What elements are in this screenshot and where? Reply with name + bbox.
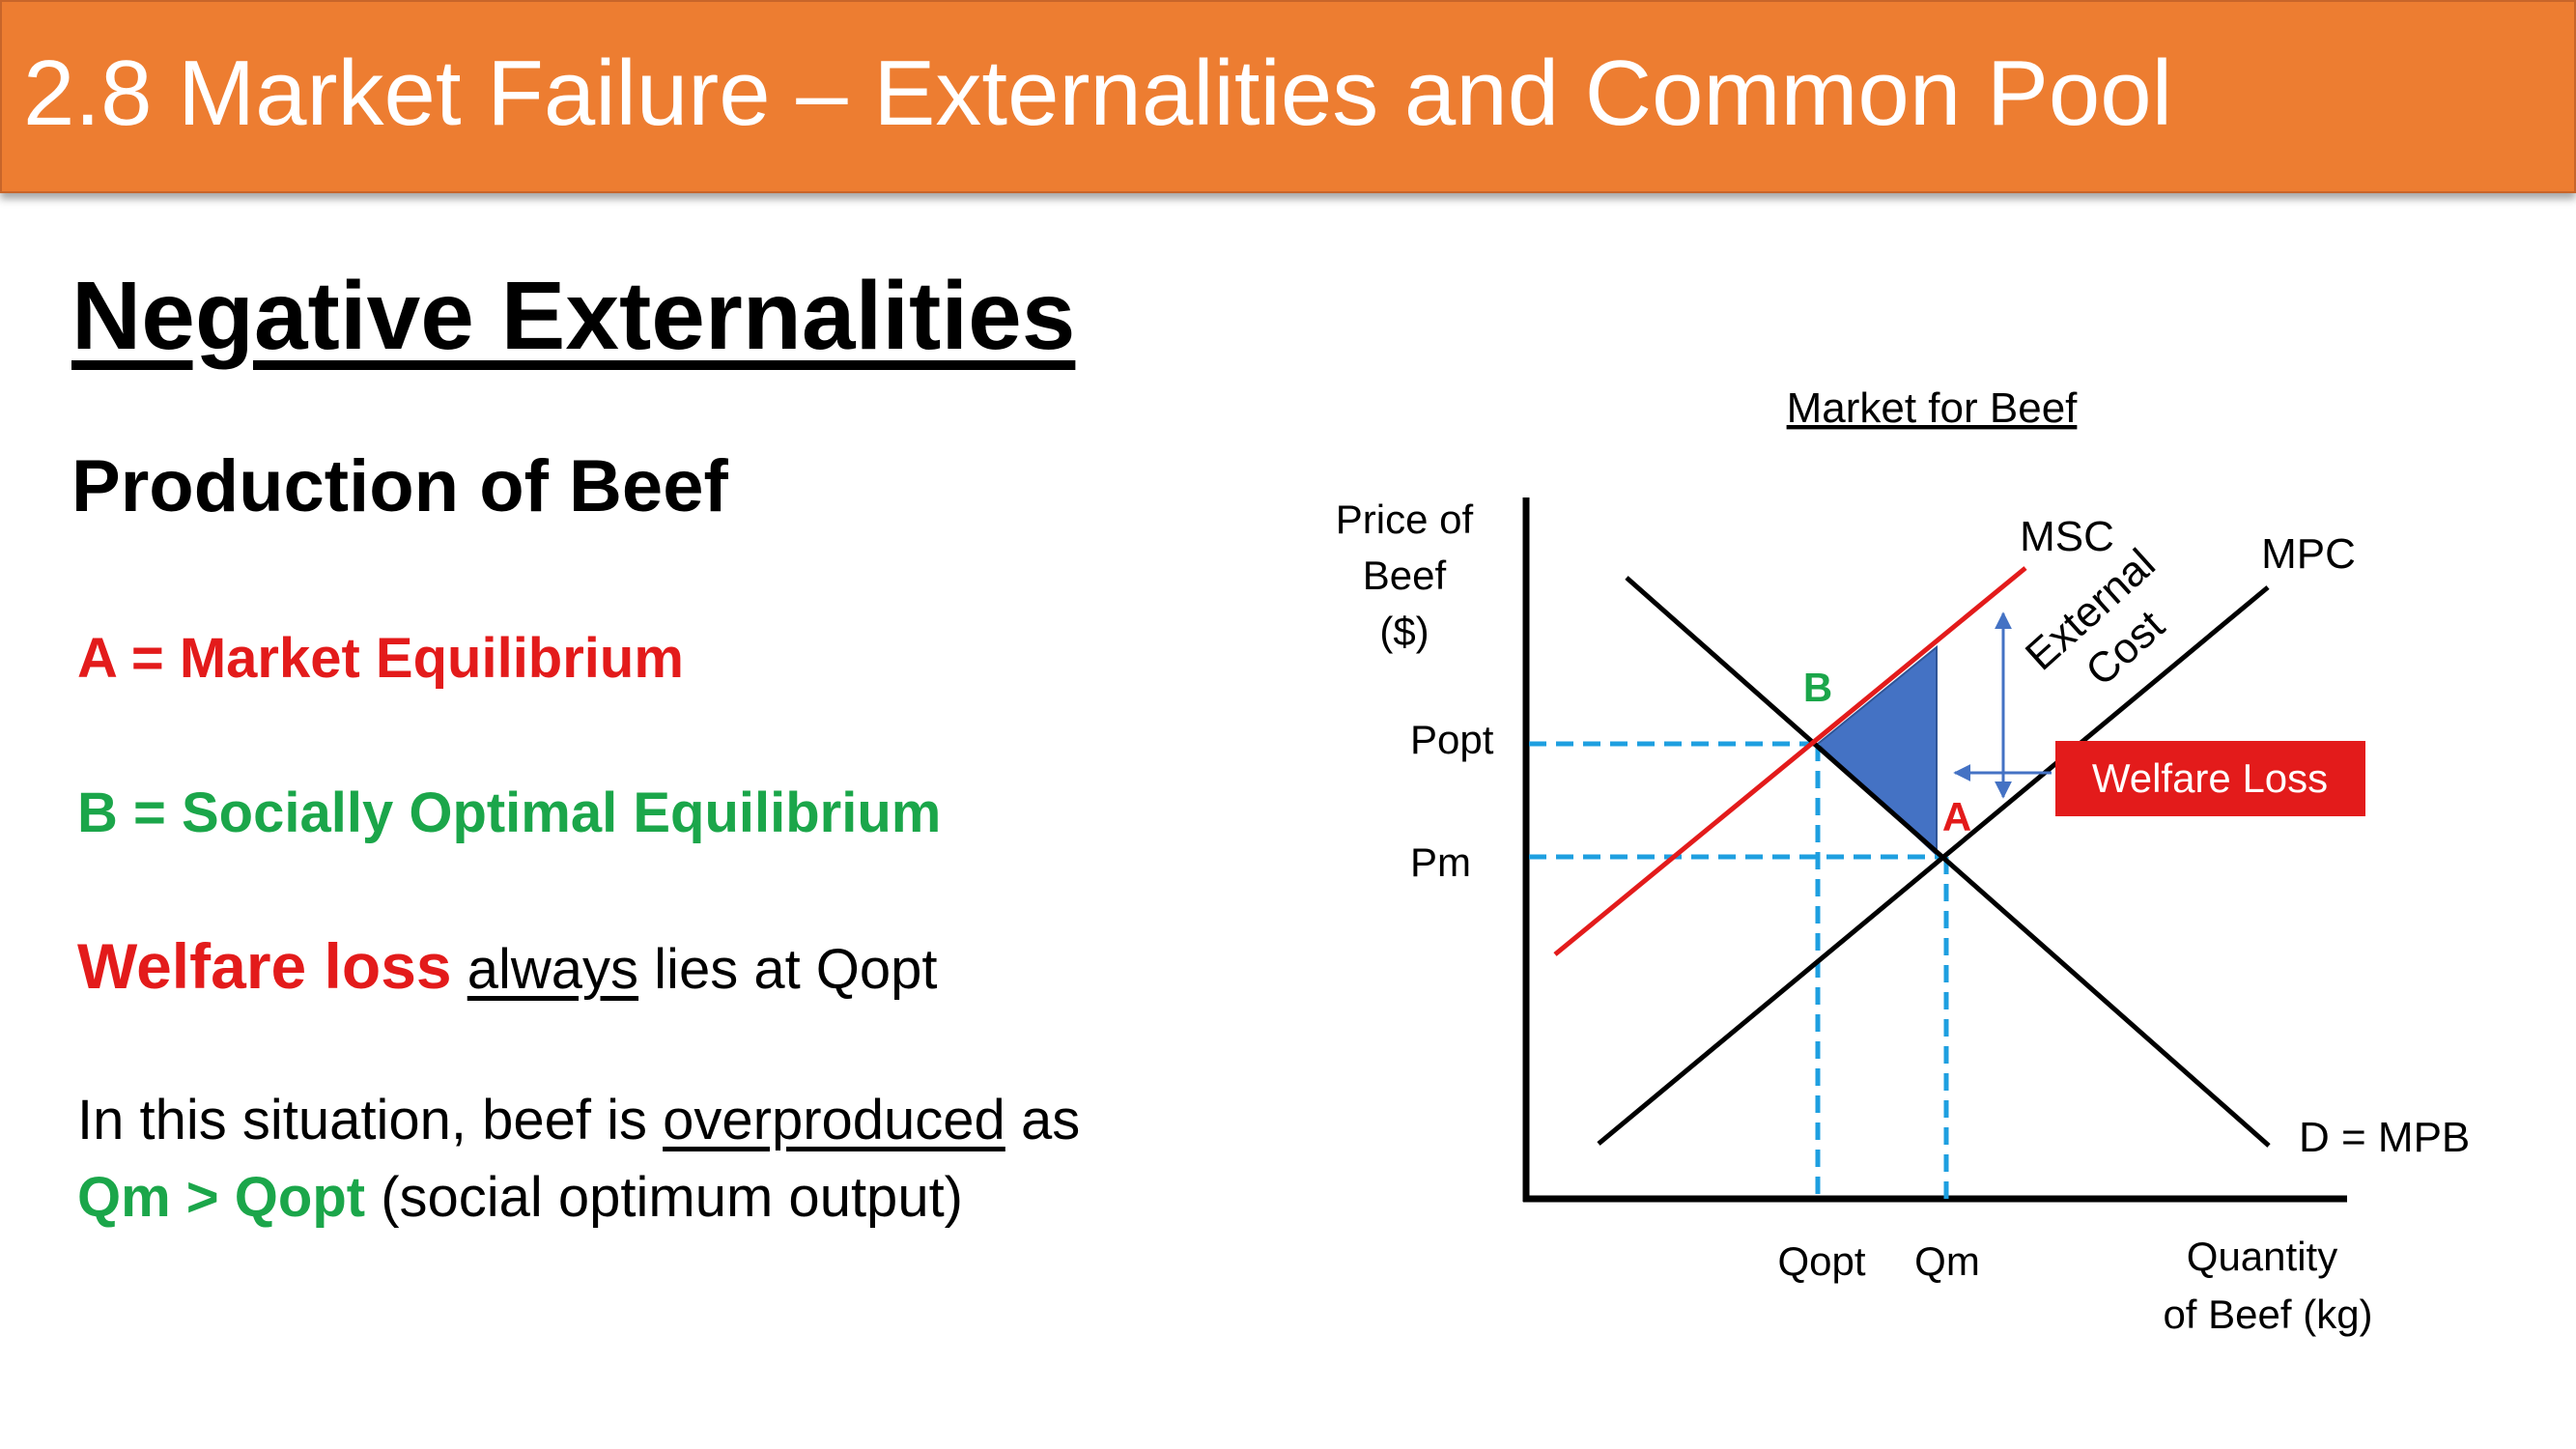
point-a-label: A: [1942, 794, 1971, 839]
explanation-line-2: Qm > Qopt (social optimum output): [77, 1165, 963, 1230]
msc-label: MSC: [2020, 513, 2114, 560]
y-axis-label-line-3: ($): [1379, 609, 1429, 654]
msc-curve: [1553, 566, 2027, 956]
section-heading: Negative Externalities: [71, 262, 1076, 370]
explanation-rest: (social optimum output): [381, 1166, 964, 1229]
welfare-loss-rest: lies at Qopt: [654, 938, 938, 1001]
always-word: always: [467, 938, 639, 1001]
slide-title: 2.8 Market Failure – Externalities and C…: [23, 42, 2173, 145]
explanation-start: In this situation, beef is: [77, 1089, 647, 1151]
welfare-loss-box: [2055, 741, 2365, 816]
overproduced-word: overproduced: [663, 1089, 1005, 1151]
legend-market-equilibrium: A = Market Equilibrium: [77, 627, 684, 690]
demand-curve: [1625, 576, 2271, 1148]
y-axis-label-line-2: Beef: [1363, 553, 1447, 598]
diagram-title: Market for Beef: [1787, 384, 2079, 432]
welfare-loss-statement: Welfare loss always lies at Qopt: [77, 929, 938, 1003]
mpc-curve: [1597, 585, 2270, 1146]
welfare-loss-box-label: Welfare Loss: [2092, 755, 2328, 801]
welfare-loss-area: [1816, 644, 1938, 858]
explanation-line-1: In this situation, beef is overproduced …: [77, 1088, 1080, 1152]
x-axis-label-line-2: of Beef (kg): [2163, 1292, 2372, 1337]
demand-label: D = MPB: [2299, 1114, 2470, 1161]
y-axis-label-line-1: Price of: [1336, 497, 1474, 542]
mpc-label: MPC: [2261, 530, 2356, 578]
title-bar: 2.8 Market Failure – Externalities and C…: [0, 0, 2576, 193]
pm-tick-label: Pm: [1410, 839, 1471, 885]
welfare-loss-phrase: Welfare loss: [77, 930, 452, 1002]
popt-tick-label: Popt: [1410, 717, 1494, 762]
point-b-label: B: [1803, 665, 1832, 710]
qopt-tick-label: Qopt: [1777, 1238, 1865, 1284]
legend-social-optimum: B = Socially Optimal Equilibrium: [77, 781, 942, 844]
x-axis-label-line-1: Quantity: [2187, 1234, 2337, 1279]
explanation-end: as: [1020, 1089, 1081, 1151]
section-subheading: Production of Beef: [71, 445, 728, 527]
qm-greater-qopt: Qm > Qopt: [77, 1166, 366, 1229]
qm-tick-label: Qm: [1914, 1238, 1980, 1284]
